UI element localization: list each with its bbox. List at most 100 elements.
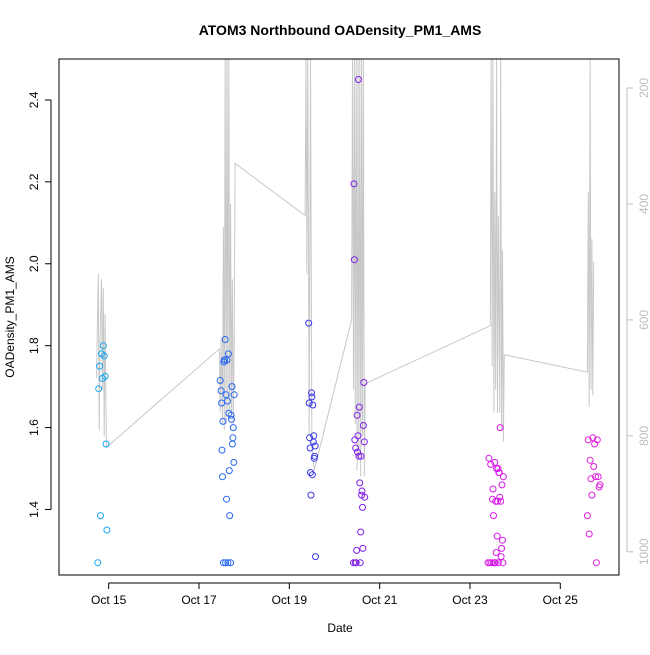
data-point [594,473,602,481]
data-point [353,411,361,419]
data-point [485,454,493,462]
data-point [308,389,315,397]
y2-tick-label: 800 [637,426,650,446]
data-point [354,432,362,440]
series-1 [94,342,111,567]
series-5 [484,424,507,567]
altitude-line-layer [96,58,595,477]
data-point [226,512,234,520]
data-point [311,442,319,450]
data-point [498,544,506,552]
data-point [218,399,226,407]
data-point [227,411,235,419]
data-point [488,559,496,567]
data-point [361,493,369,501]
data-point [310,432,318,440]
data-point [493,532,501,540]
y2-tick-label: 200 [637,78,650,98]
data-point [305,399,313,407]
data-point [225,467,233,475]
data-point [590,463,598,470]
data-point [223,495,230,503]
data-point [494,559,502,567]
data-point [99,342,107,350]
data-point [308,471,316,479]
data-point [311,452,319,460]
data-point [224,559,232,567]
data-point [359,544,367,552]
scatter-points-layer [94,76,604,567]
data-point [587,475,595,483]
data-point [306,434,314,442]
y-tick-label: 2.0 [27,255,41,272]
y2-tick-label: 400 [637,194,650,214]
data-point [494,465,502,472]
data-point [356,559,364,567]
data-point [489,485,497,493]
data-point [494,497,501,505]
y-tick-label: 2.4 [27,91,41,108]
x-tick-label: Oct 23 [452,593,488,607]
data-point [350,256,358,264]
data-point [225,409,233,417]
data-point [101,372,109,380]
data-point [97,512,104,520]
data-point [352,559,360,567]
x-tick-label: Oct 21 [362,593,398,607]
series-6 [583,434,604,567]
data-point [496,424,504,432]
data-point [495,469,503,477]
data-point [593,436,601,444]
data-point [496,493,504,501]
data-point [586,456,594,464]
data-point [498,481,506,489]
data-point [357,528,365,536]
data-point [584,436,592,444]
data-point [355,452,363,460]
y-tick-label: 2.2 [27,173,41,190]
chart-title: ATOM3 Northbound OADensity_PM1_AMS [199,22,482,38]
data-point [497,497,505,505]
data-point [219,417,227,425]
data-point [491,559,499,567]
y-tick-label: 1.8 [27,337,41,354]
plot-frame [58,58,620,576]
altitude-line [96,58,595,477]
y-tick-label: 1.6 [27,419,41,436]
data-point [596,481,604,489]
data-point [229,424,237,432]
data-point [490,512,497,520]
data-point [350,180,358,188]
data-point [360,379,368,386]
x-tick-label: Oct 25 [543,593,579,607]
data-point [229,434,237,442]
series-2 [216,336,238,567]
data-point [94,559,102,567]
data-point [216,377,224,384]
data-point [218,446,226,454]
data-point [359,503,366,511]
series-3 [305,319,319,561]
data-point [309,401,317,409]
data-point [307,491,315,499]
data-point [230,391,238,399]
data-point [355,403,363,411]
data-point [360,438,368,446]
data-point [224,350,232,358]
data-point [308,393,316,401]
data-point [307,469,314,477]
data-point [222,559,230,567]
data-point [356,479,364,487]
data-point [592,473,599,481]
y2-tick-label: 1000 [637,538,650,565]
data-point [583,512,591,520]
y-axis-label: OADensity_PM1_AMS [3,256,17,377]
data-point [100,352,108,360]
data-point [353,546,361,554]
data-point [95,385,103,393]
data-point [592,559,600,567]
axes-layer: Oct 15 Oct 17 Oct 19 Oct 21 Oct 23 Oct 25 1.4 1… [27,78,650,607]
